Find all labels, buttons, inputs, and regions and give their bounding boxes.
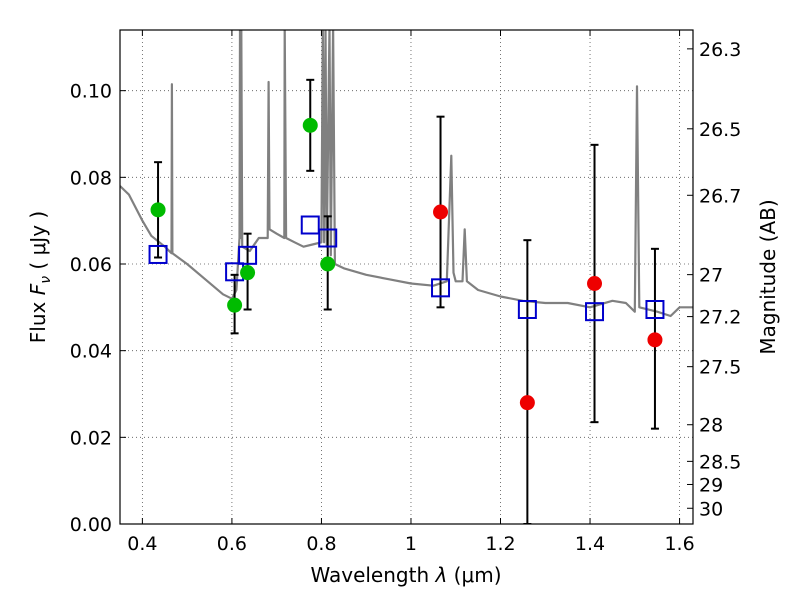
red-point <box>587 276 603 291</box>
mag-tick-label: 28.5 <box>699 451 741 473</box>
green-point <box>150 202 166 218</box>
green-point <box>240 265 256 281</box>
model-square <box>300 215 320 235</box>
mag-tick-label: 26.5 <box>699 119 741 141</box>
green-point <box>227 297 243 313</box>
x-axis-label: Wavelength λ (μm) <box>310 563 501 587</box>
mag-tick-label: 26.3 <box>699 39 741 61</box>
red-point <box>433 204 449 220</box>
mag-tick-label: 27 <box>699 265 723 287</box>
y-tick-label: 0.02 <box>70 427 112 449</box>
mag-tick-label: 29 <box>699 474 723 496</box>
mag-tick-label: 27.5 <box>699 357 741 379</box>
y-tick-label: 0.10 <box>70 81 112 103</box>
x-tick-label: 1.2 <box>485 533 515 555</box>
model-square <box>238 245 258 265</box>
points-layer <box>148 78 665 524</box>
mag-tick-label: 27.2 <box>699 307 741 329</box>
plot-area <box>120 30 693 524</box>
grid-layer <box>120 30 693 525</box>
x-tick-label: 1.4 <box>575 533 605 555</box>
model-square <box>645 300 665 319</box>
y2-axis-label: Magnitude (AB) <box>756 199 780 354</box>
model-square <box>431 278 451 298</box>
plot-frame <box>119 29 694 525</box>
x-tick-label: 1.6 <box>664 533 694 555</box>
y-tick-label: 0.04 <box>70 341 112 363</box>
model-square <box>148 244 168 264</box>
model-square <box>318 228 338 248</box>
x-tick-label: 1 <box>405 533 417 555</box>
green-point <box>320 256 336 272</box>
y-tick-label: 0.08 <box>70 167 112 189</box>
spectrum-line <box>120 30 693 318</box>
x-tick-label: 0.4 <box>127 533 157 555</box>
model-square <box>585 302 605 322</box>
y-tick-label: 0.00 <box>70 514 112 536</box>
x-tick-label: 0.6 <box>217 533 247 555</box>
red-point <box>519 395 535 411</box>
spectrum-layer <box>120 30 693 318</box>
mag-tick-label: 30 <box>699 498 723 520</box>
green-point <box>302 117 318 133</box>
y-tick-label: 0.06 <box>70 254 112 276</box>
red-point <box>647 332 663 348</box>
mag-tick-label: 26.7 <box>699 185 741 207</box>
x-tick-label: 0.8 <box>306 533 336 555</box>
model-square <box>517 300 537 319</box>
mag-tick-label: 28 <box>699 415 723 437</box>
ticks-layer: 0.4 0.6 0.8 1 1.2 1.4 1.6 0.00 0.02 0.04 0.06 0.08 0… <box>70 30 741 555</box>
y-axis-label: Flux Fν ( μJy ) <box>26 211 54 343</box>
